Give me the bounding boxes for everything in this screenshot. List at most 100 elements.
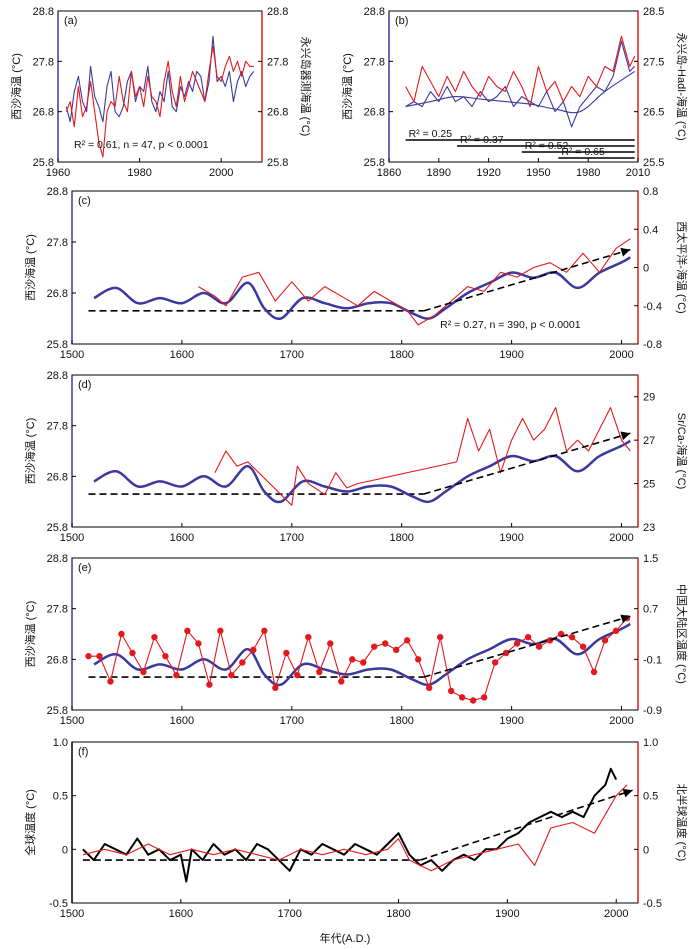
plot-frame bbox=[71, 557, 639, 711]
y-axis-title: 西沙海温 (°C) bbox=[23, 418, 37, 485]
y-tick-label: 25.8 bbox=[47, 522, 68, 534]
y-axis-title-right: 永兴岛-HadI-海温 (°C) bbox=[675, 32, 689, 140]
y-axis-title: 西沙海温 (°C) bbox=[340, 53, 354, 120]
x-tick-label: 1500 bbox=[60, 715, 84, 727]
y-axis-title-right: 北半球温度 (°C) bbox=[675, 784, 689, 862]
y-tick-label: 27.8 bbox=[47, 604, 68, 616]
y-tick-label: 0 bbox=[62, 844, 68, 856]
y-right-tick-label: 28.8 bbox=[267, 6, 288, 18]
x-tick-label: 2000 bbox=[609, 349, 633, 361]
trend-rise-line-arrowhead bbox=[622, 788, 633, 798]
series-line bbox=[405, 35, 636, 108]
data-point bbox=[107, 678, 114, 685]
x-tick-label: 1800 bbox=[389, 532, 413, 544]
data-point bbox=[535, 643, 543, 650]
y-tick-label: 0.5 bbox=[53, 791, 68, 803]
y-right-tick-label: 0.8 bbox=[643, 186, 658, 198]
x-tick-label: 1800 bbox=[389, 349, 413, 361]
r2-label: R² = 0.52 bbox=[525, 140, 569, 152]
x-tick-label: 1980 bbox=[576, 167, 600, 179]
data-point bbox=[294, 671, 301, 679]
x-tick-label: 1900 bbox=[499, 715, 523, 727]
x-tick-label: 1800 bbox=[389, 715, 413, 727]
trend-rise-line bbox=[423, 615, 631, 678]
y-axis-title: 西沙海温 (°C) bbox=[23, 601, 37, 668]
data-point bbox=[546, 637, 554, 644]
y-tick-label: 25.8 bbox=[47, 705, 68, 717]
y-right-tick-label: -0.4 bbox=[643, 301, 662, 313]
data-point bbox=[480, 694, 488, 701]
y-right-tick-label: 27.8 bbox=[267, 56, 288, 68]
y-right-tick-label: -0.9 bbox=[643, 705, 662, 717]
data-point bbox=[272, 684, 279, 692]
series-line bbox=[405, 70, 636, 114]
panel-c: 1500 1600 1700 1800 1900 2000 25.8 26.8 27.8 28.8… bbox=[23, 186, 689, 361]
data-point bbox=[184, 627, 191, 635]
panel-label: (a) bbox=[64, 15, 77, 27]
y-right-tick-label: 1.0 bbox=[643, 737, 658, 749]
y-right-tick-label: 0 bbox=[643, 263, 649, 275]
y-axis-title: 西沙海温 (°C) bbox=[23, 234, 37, 301]
series-line bbox=[93, 439, 631, 504]
y-right-tick-label: 1.5 bbox=[643, 553, 658, 565]
x-tick-label: 1700 bbox=[280, 715, 304, 727]
series-line bbox=[214, 407, 631, 506]
y-tick-label: 26.8 bbox=[47, 288, 68, 300]
panel-label: (f) bbox=[78, 746, 88, 758]
x-tick-label: 1900 bbox=[495, 908, 519, 920]
panel-f: 1500 1600 1700 1800 1900 2000 -0.5 0 0.5 1.0 -0.5 0… bbox=[23, 737, 689, 920]
data-point bbox=[283, 649, 290, 657]
y-axis-title: 全球温度 (°C) bbox=[23, 789, 37, 856]
data-point bbox=[414, 656, 422, 663]
data-point bbox=[360, 659, 367, 666]
y-tick-label: 26.8 bbox=[47, 654, 68, 666]
panel-label: (b) bbox=[395, 15, 408, 27]
panel-label: (d) bbox=[78, 379, 91, 391]
x-tick-label: 2010 bbox=[626, 167, 650, 179]
data-point bbox=[228, 671, 235, 679]
panel-label: (e) bbox=[78, 562, 91, 574]
series-line bbox=[198, 238, 631, 326]
y-right-tick-label: 0.5 bbox=[643, 791, 658, 803]
data-point bbox=[206, 681, 213, 688]
stat-annotation: R² = 0.61, n = 47, p < 0.0001 bbox=[74, 139, 209, 151]
data-point bbox=[129, 649, 136, 657]
panel-b: 1860 1890 1920 1950 1980 2010 25.8 26.8 27.8 28.8… bbox=[340, 6, 689, 179]
y-tick-label: 28.8 bbox=[47, 186, 68, 198]
data-point bbox=[118, 630, 125, 638]
trend-rise-line bbox=[423, 432, 631, 495]
data-point bbox=[173, 671, 180, 679]
x-tick-label: 1600 bbox=[170, 532, 194, 544]
x-tick-label: 1860 bbox=[377, 167, 401, 179]
y-right-tick-label: 0.7 bbox=[643, 604, 658, 616]
data-point bbox=[261, 627, 268, 635]
data-point bbox=[327, 640, 334, 647]
y-right-tick-label: -0.5 bbox=[643, 898, 662, 910]
x-tick-label: 1920 bbox=[476, 167, 500, 179]
x-tick-label: 1900 bbox=[499, 349, 523, 361]
series-line bbox=[405, 40, 636, 128]
y-tick-label: 1.0 bbox=[53, 737, 68, 749]
data-point bbox=[568, 633, 576, 641]
data-point bbox=[469, 697, 477, 704]
x-tick-label: 1500 bbox=[60, 908, 84, 920]
panel-label: (c) bbox=[78, 195, 91, 207]
y-tick-label: 25.8 bbox=[47, 339, 68, 351]
x-tick-label: 2000 bbox=[604, 908, 628, 920]
y-tick-label: 27.8 bbox=[47, 237, 68, 249]
r2-label: R² = 0.25 bbox=[409, 128, 453, 140]
x-tick-label: 1900 bbox=[499, 532, 523, 544]
data-point bbox=[491, 659, 499, 666]
y-tick-label: 26.8 bbox=[364, 107, 385, 119]
x-tick-label: 1800 bbox=[386, 908, 410, 920]
series-line bbox=[88, 617, 628, 702]
data-point bbox=[382, 640, 389, 647]
y-right-tick-label: 27 bbox=[643, 435, 655, 447]
data-point bbox=[316, 668, 323, 676]
x-tick-label: 1980 bbox=[127, 167, 151, 179]
data-point bbox=[338, 678, 345, 685]
panel-a: 1960 1980 2000 25.8 26.8 27.8 28.8 25.8 26.8 27.8… bbox=[9, 6, 313, 179]
data-point bbox=[513, 640, 521, 647]
x-tick-label: 1500 bbox=[60, 532, 84, 544]
